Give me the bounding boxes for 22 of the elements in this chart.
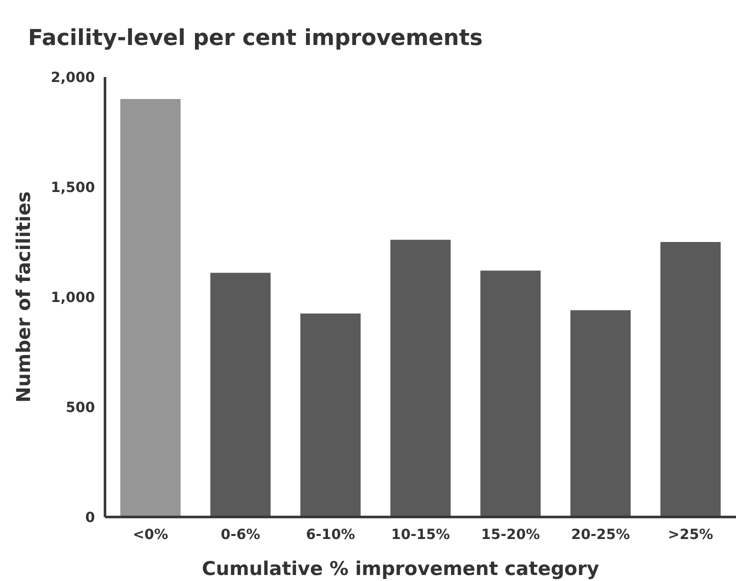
x-tick-label: 10-15% bbox=[391, 527, 450, 543]
bar bbox=[390, 240, 451, 517]
x-tick-label: 20-25% bbox=[571, 527, 630, 543]
chart-title: Facility-level per cent improvements bbox=[28, 26, 483, 51]
y-tick-label: 1,500 bbox=[50, 180, 96, 196]
x-tick-label: <0% bbox=[132, 527, 168, 543]
y-tick-label: 2,000 bbox=[50, 70, 96, 86]
y-axis-title: Number of facilities bbox=[13, 191, 35, 403]
x-tick-label: 15-20% bbox=[481, 527, 540, 543]
x-tick-label: 0-6% bbox=[220, 527, 260, 543]
y-tick-label: 1,000 bbox=[50, 290, 96, 306]
x-axis-title: Cumulative % improvement category bbox=[202, 558, 600, 580]
y-tick-label: 0 bbox=[85, 510, 96, 526]
x-tick-label: >25% bbox=[668, 527, 714, 543]
x-tick-label: 6-10% bbox=[306, 527, 356, 543]
bar bbox=[300, 314, 361, 517]
bar bbox=[210, 272, 271, 517]
bar bbox=[660, 242, 721, 517]
bar bbox=[120, 99, 181, 517]
bar bbox=[570, 310, 631, 517]
y-tick-label: 500 bbox=[66, 400, 96, 416]
bar bbox=[480, 270, 541, 517]
